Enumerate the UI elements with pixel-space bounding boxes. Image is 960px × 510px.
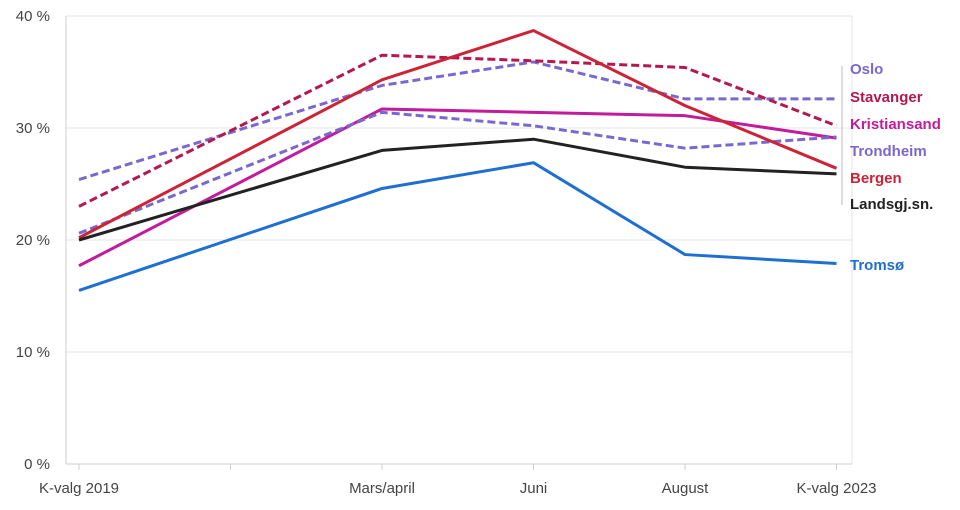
series-label: Stavanger <box>850 89 923 106</box>
series-label: Bergen <box>850 170 902 187</box>
x-tick-label: K-valg 2023 <box>796 480 876 497</box>
y-tick-label: 20 % <box>16 232 50 249</box>
series-line-trondheim <box>78 110 837 235</box>
y-tick-label: 10 % <box>16 344 50 361</box>
y-tick-label: 0 % <box>24 456 50 473</box>
series-label: Kristiansand <box>850 116 941 133</box>
x-tick-label: August <box>662 480 710 497</box>
gridlines <box>66 15 852 465</box>
series-line-oslo <box>78 60 837 181</box>
series-label: Trondheim <box>850 143 927 160</box>
axes: 0 % 10 % 20 % 30 % 40 % K-valg 2019 Mars/april… <box>16 8 877 497</box>
series-line-landsgj-sn- <box>78 137 837 242</box>
y-tick-label: 40 % <box>16 8 50 25</box>
series-line-kristiansand <box>78 107 837 268</box>
series-line-bergen <box>78 29 838 240</box>
x-tick-label: Juni <box>520 480 548 497</box>
series-line-troms- <box>78 161 837 292</box>
series-label: Oslo <box>850 61 883 78</box>
series-lines <box>78 29 838 292</box>
series-line-stavanger <box>78 53 838 208</box>
series-label: Landsgj.sn. <box>850 196 933 213</box>
series-labels: Oslo Stavanger Kristiansand Trondheim Bergen… <box>841 61 941 274</box>
x-tick-label: Mars/april <box>349 480 415 497</box>
series-label: Tromsø <box>850 257 905 274</box>
x-tick-label: K-valg 2019 <box>39 480 119 497</box>
y-tick-label: 30 % <box>16 120 50 137</box>
